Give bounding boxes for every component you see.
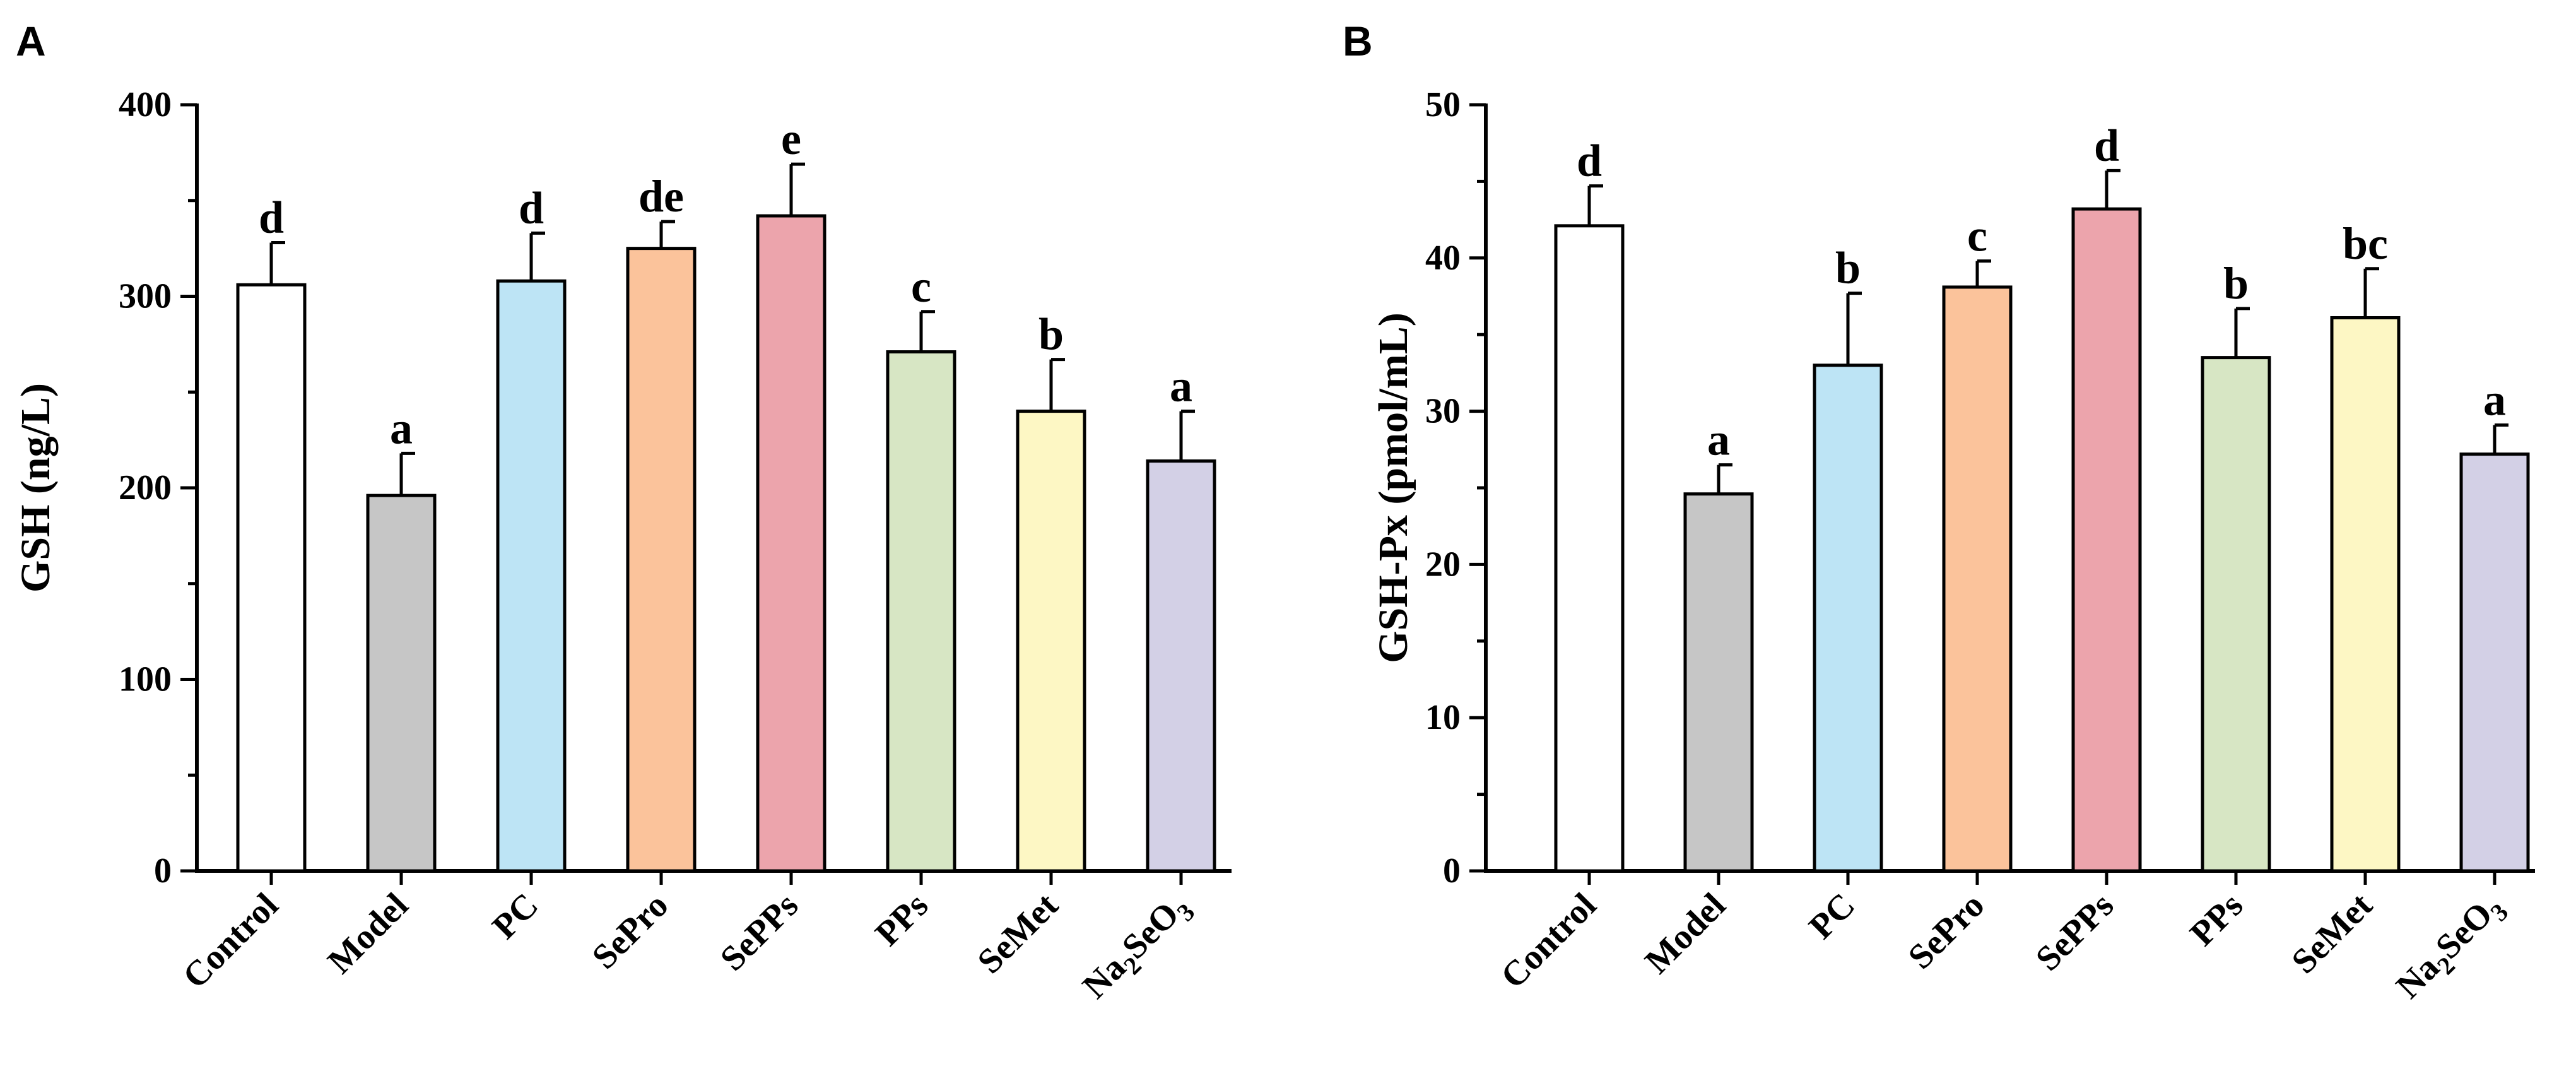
panel-a-bar-sepps: [756, 214, 826, 873]
panel-b-bar-sepro: [1942, 285, 2013, 873]
panel-a-y-tick-label: 0: [154, 851, 172, 890]
panel-a-bar-pc: [496, 279, 567, 873]
panel-b-y-axis-title: GSH-Px (pmol/mL): [1370, 312, 1416, 663]
panel-a-bar-sepro: [626, 247, 697, 873]
panel-b-y-tick-label: 50: [1425, 85, 1461, 124]
panel-a-significance-label: d: [519, 182, 544, 233]
panel-a-chart: A GSH (ng/L) 0 100 200 300 400 d Control a Model d P…: [13, 18, 1232, 1010]
panel-b-category-label: Na2SeO3: [2389, 885, 2514, 1010]
panel-b-category-label: SePPs: [2028, 885, 2121, 978]
panel-b-category-label: PC: [1802, 885, 1863, 947]
panel-b-bar-sepps: [2071, 207, 2142, 873]
panel-b-category-label: Model: [1638, 885, 1734, 981]
panel-b-bar-pps: [2201, 356, 2271, 873]
panel-a-category-label: Model: [321, 885, 416, 981]
panel-a-category-label: Na2SeO3: [1075, 885, 1200, 1010]
panel-b-category-label: SeMet: [2285, 885, 2380, 981]
panel-a-significance-label: a: [1170, 361, 1192, 411]
panel-b-significance-label: c: [1967, 211, 1987, 261]
panel-b-y-tick-label: 40: [1425, 239, 1461, 278]
panel-b-bar-pc: [1813, 364, 1883, 873]
panel-a-significance-label: de: [638, 171, 684, 222]
panel-a-bar-control: [236, 283, 307, 873]
panel-b-bar-na2seo3: [2459, 452, 2530, 873]
panel-a-y-tick-label: 100: [119, 660, 172, 699]
panel-b-significance-label: a: [2483, 374, 2506, 425]
panel-b-category-label: SePro: [1901, 885, 1992, 976]
panel-a-panel-label: A: [16, 18, 46, 64]
panel-b-significance-label: b: [1835, 243, 1861, 293]
panel-b-category-label: Control: [1493, 885, 1604, 996]
panel-a-significance-label: a: [390, 403, 413, 453]
panel-b-significance-label: d: [1577, 136, 1602, 186]
panel-b-significance-label: bc: [2343, 218, 2388, 269]
panel-b-significance-label: d: [2094, 120, 2119, 170]
panel-a-significance-label: b: [1038, 309, 1064, 360]
panel-a-category-label: SePPs: [713, 885, 806, 978]
panel-b-y-tick-label: 20: [1425, 545, 1461, 584]
panel-a-y-tick-label: 400: [119, 85, 172, 124]
panel-a-category-label: SeMet: [970, 885, 1066, 981]
panel-a-significance-label: d: [259, 192, 284, 243]
panel-b-y-tick-label: 0: [1443, 851, 1461, 890]
panel-b-bar-control: [1554, 224, 1625, 873]
panel-a-bar-semet: [1016, 410, 1086, 873]
panel-a-bar-model: [366, 494, 437, 873]
panel-b-significance-label: a: [1707, 415, 1730, 465]
panel-b-bar-semet: [2330, 316, 2401, 873]
panel-a-category-label: PC: [485, 885, 546, 947]
panel-a-category-label: PPs: [868, 885, 936, 954]
panel-b-significance-label: b: [2223, 258, 2249, 309]
panel-a-y-tick-label: 300: [119, 277, 172, 316]
panel-a-y-tick-label: 200: [119, 468, 172, 507]
panel-a-bar-pps: [886, 350, 956, 873]
panel-b-y-tick-label: 30: [1425, 392, 1461, 431]
panel-a-category-label: Control: [175, 885, 286, 996]
panel-a-significance-label: e: [781, 114, 801, 164]
panel-a-category-label: SePro: [585, 885, 676, 976]
panel-b-bar-model: [1683, 492, 1754, 873]
panel-a-y-axis-title: GSH (ng/L): [13, 383, 59, 593]
panel-a-bar-na2seo3: [1146, 459, 1216, 873]
panel-b-category-label: PPs: [2183, 885, 2251, 954]
panel-b-panel-label: B: [1343, 18, 1373, 64]
panel-b-chart: B GSH-Px (pmol/mL) 0 10 20 30 40 50 d Control a Mod…: [1343, 18, 2535, 1010]
panel-b-y-tick-label: 10: [1425, 698, 1461, 737]
panel-a-significance-label: c: [911, 261, 931, 312]
